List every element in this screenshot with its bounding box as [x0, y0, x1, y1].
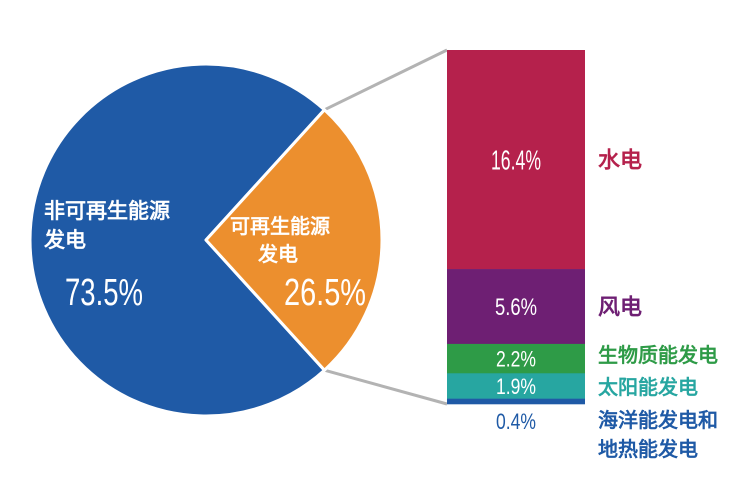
pie-label-non-renewable-line1: 非可再生能源 [44, 199, 170, 223]
pie-label-renewable-line1: 可再生能源 [230, 214, 330, 238]
bar-name-3: 生物质能发电 [598, 343, 718, 367]
bar-value-1: 16.4% [491, 145, 541, 176]
labels: 非可再生能源发电73.5%可再生能源发电26.5%16.4%5.6%2.2%1.… [43, 145, 718, 461]
stacked-bar [447, 50, 585, 405]
bar-value-5: 0.4% [496, 409, 536, 434]
bar-name-4: 太阳能发电 [598, 375, 698, 399]
pie-value-non-renewable: 73.5% [65, 272, 143, 314]
bar-name-5-line2: 地热能发电 [598, 437, 698, 461]
pie-label-non-renewable-line2: 发电 [43, 228, 86, 252]
pie-slice-non-renewable [28, 62, 326, 418]
bar-value-3: 2.2% [496, 347, 536, 372]
bar-name-2: 风电 [598, 295, 642, 320]
connector-line-bottom [324, 368, 448, 406]
bar-segment-2 [447, 269, 585, 345]
bar-segment-5 [447, 398, 585, 405]
pie-value-renewable: 26.5% [284, 272, 366, 314]
bar-value-4: 1.9% [496, 374, 536, 399]
bar-value-2: 5.6% [495, 294, 537, 321]
pie-label-renewable-line2: 发电 [257, 242, 298, 266]
bar-segment-4 [447, 373, 585, 399]
pie [28, 62, 384, 418]
connector-lines [323, 48, 448, 406]
bar-segment-3 [447, 343, 585, 374]
bar-name-5-line1: 海洋能发电和 [598, 408, 718, 432]
bar-segment-1 [447, 50, 585, 270]
pie-slice-renewable [204, 108, 384, 372]
bar-name-1: 水电 [598, 149, 642, 174]
connector-line-top [323, 48, 448, 112]
